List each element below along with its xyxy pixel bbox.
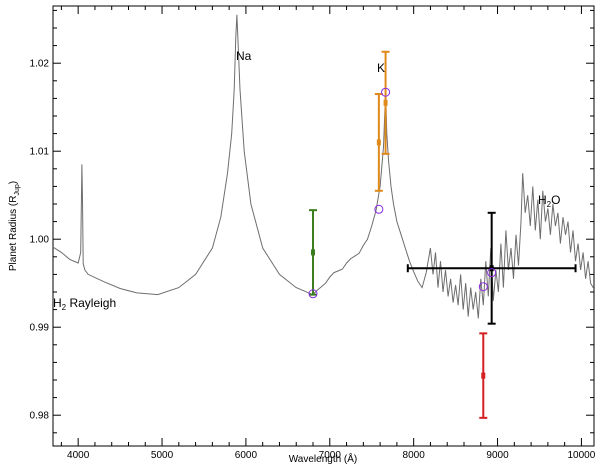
x-axis-title: Wavelength (Å) [289,452,358,465]
annotation-na: Na [236,49,252,63]
annotation-rayleigh-sub: 2 [62,303,67,312]
data-point-marker [481,372,486,379]
binned-model-point [478,282,488,292]
y-tick-label: 1.01 [30,147,50,158]
binned-model-point [374,204,384,214]
x-tick-label: 4000 [67,450,90,461]
data-point-marker [376,139,381,146]
observed-data-points [309,50,577,419]
x-tick-label: 6000 [235,450,258,461]
annotation-rayleigh: H2 Rayleigh [53,296,116,312]
model-spectrum-line [52,14,594,319]
y-axis-title-main: Planet Radius (R [8,196,19,272]
annotation-h2o-o: O [551,193,560,207]
y-axis-title-sub: Jup [14,184,21,195]
annotation-k: K [377,61,385,75]
y-tick-label: 0.98 [30,411,50,422]
annotation-h2o: H2O [538,193,560,209]
tick-labels: 4000 5000 6000 7000 8000 9000 10000 0.98 0.99 1.0… [30,59,596,461]
x-tick-label: 7000 [319,450,342,461]
x-tick-label: 9000 [486,450,509,461]
annotation-rayleigh-h: H [53,296,62,310]
y-tick-label: 0.99 [30,323,50,334]
data-point-marker [311,249,316,256]
binned-model-points [308,87,497,299]
x-tick-label: 5000 [151,450,174,461]
axis-ticks [53,6,594,446]
data-point-marker [383,99,388,106]
x-tick-label: 8000 [403,450,426,461]
x-tick-label: 10000 [568,450,596,461]
plot-frame [52,5,595,447]
y-axis-title: Planet Radius (RJup) [8,181,21,271]
annotation-rayleigh-text: Rayleigh [66,296,116,310]
y-axis-title-close: ) [8,181,19,184]
y-tick-label: 1.00 [30,235,50,246]
y-tick-label: 1.02 [30,59,50,70]
binned-model-point [381,87,391,97]
annotation-h2o-h: H [538,193,547,207]
binned-model-point [487,268,497,278]
annotation-h2o-sub: 2 [547,200,552,209]
binned-model-point [308,289,318,299]
